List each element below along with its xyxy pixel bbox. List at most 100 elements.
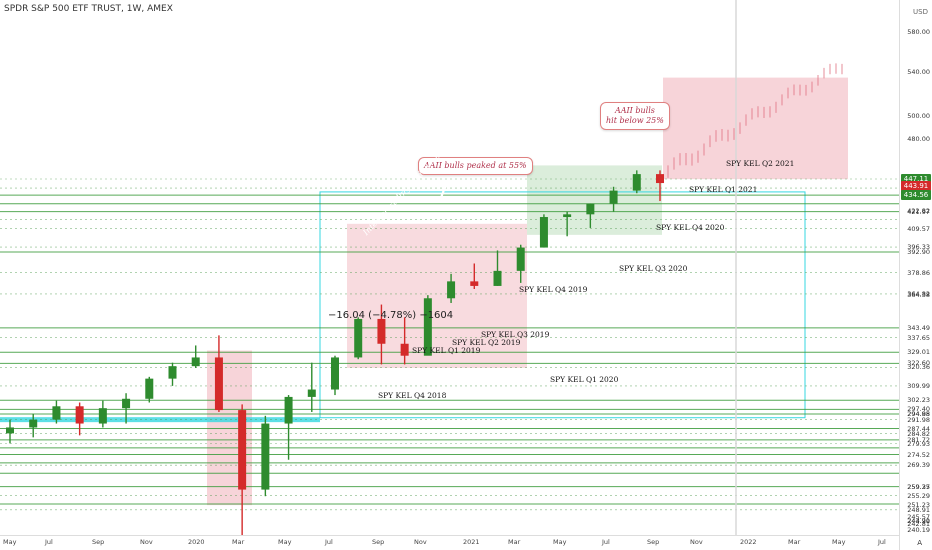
candle-body [214,357,223,411]
price-tick-label: 243.90 [907,517,930,526]
candle-body [493,270,502,286]
price-tick-label: 291.98 [907,415,930,424]
time-tick-label: Sep [372,538,385,546]
candle-body [447,281,456,299]
price-tick-label: 294.95 [907,409,930,418]
candle-body [354,318,363,358]
level-label-q1-2021: SPY KEL Q1 2021 [689,185,758,194]
time-tick-label: Sep [92,538,105,546]
candle-body [400,343,409,356]
price-tick-label: 244.21 [907,516,930,525]
price-tag: 443.91 [901,181,931,192]
time-axis[interactable] [0,535,932,550]
price-tick-label: 392.90 [907,248,930,256]
annotation-aaii-low[interactable]: AAII bulls hit below 25% [600,102,670,130]
time-tick-label: Jul [878,538,886,546]
price-tick-label: 480.00 [907,134,930,143]
time-tick-label: 2021 [463,538,480,546]
time-tick-label: May [278,538,292,546]
time-tick-label: 2022 [740,538,757,546]
candle-body [307,389,316,397]
time-tick-label: Mar [508,538,521,546]
chart-title: SPDR S&P 500 ETF TRUST, 1W, AMEX [4,4,173,14]
price-tick-label: 580.00 [907,28,930,36]
price-axis[interactable] [899,0,932,550]
candle-body [586,203,595,215]
price-tick-label: 364.38 [907,290,930,299]
price-tick-label: 540.00 [907,68,930,77]
candle-body [632,174,641,191]
price-tick-label: 269.39 [907,461,930,470]
candle-body [168,366,177,379]
price-tick-label: 337.65 [907,333,930,342]
price-tick-label: 279.93 [907,439,930,448]
candle-body [516,247,525,271]
price-tick-label: 259.25 [907,482,930,491]
price-tick-label: 302.23 [907,396,930,405]
level-label-q1-2020: SPY KEL Q1 2020 [550,375,619,384]
annotation-aaii-low-line2: hit below 25% [606,116,664,125]
price-tick-label: 242.81 [907,519,930,528]
price-tick-label: 259.37 [907,482,930,491]
price-tick-label: 378.86 [907,268,930,277]
price-tick-label: 284.82 [907,429,930,438]
price-tick-label: 281.72 [907,435,930,444]
price-tick-label: 322.60 [907,359,930,368]
time-tick-label: Mar [232,538,245,546]
price-tick-label: 422.82 [907,206,930,215]
candle-body [377,318,386,344]
level-label-q4-2020: SPY KEL Q4 2020 [656,223,725,232]
price-tick-label: 320.36 [907,363,930,372]
price-tick-label: 245.57 [907,513,930,522]
candle-body [331,357,339,390]
time-tick-label: May [553,538,567,546]
level-label-q4-2019: SPY KEL Q4 2019 [519,285,588,294]
candle-body [261,423,270,490]
candle-body [29,419,38,428]
time-tick-label: Nov [140,538,153,546]
candle-body [52,406,61,420]
level-label-q4-2018: SPY KEL Q4 2018 [378,391,447,400]
price-tick-label: 297.40 [907,405,930,414]
price-tick-label: 364.82 [907,289,930,298]
annotation-aaii-peak[interactable]: AAII bulls peaked at 55% [418,157,533,175]
measure-readout: −16.04 (−4.78%) −1604 [328,310,454,321]
candle-body [284,396,293,424]
time-tick-label: Nov [414,538,427,546]
level-label-q2-2021: SPY KEL Q2 2021 [726,159,795,168]
candle-body [238,410,247,490]
price-tick-label: 421.97 [907,207,930,216]
auto-scale-toggle[interactable]: A [917,539,922,547]
candle-body [656,174,664,184]
price-tick-label: 396.33 [907,243,930,252]
currency-label: USD [913,8,928,16]
candle-body [98,408,107,424]
price-tag: 434.56 [901,190,931,201]
time-tick-label: Sep [647,538,660,546]
time-tick-label: Mar [788,538,801,546]
candle-body [423,298,432,356]
time-tick-label: Jul [602,538,610,546]
time-tick-label: May [3,538,17,546]
price-tick-label: 240.19 [907,526,930,534]
candle-body [539,217,548,248]
level-label-q3-2020: SPY KEL Q3 2020 [619,264,688,273]
level-label-q3-2019: SPY KEL Q3 2019 [481,330,550,339]
price-tick-label: 248.91 [907,505,930,514]
price-tick-label: 294.88 [907,410,930,419]
price-tick-label: 409.57 [907,224,930,233]
projection-zone [663,77,848,180]
candle-body [191,357,200,367]
candle-body [563,214,572,218]
price-tick-label: 251.23 [907,500,930,509]
price-tick-label: 309.99 [907,381,930,390]
price-tick-label: 274.52 [907,450,930,459]
price-tick-label: 255.29 [907,491,930,500]
time-tick-label: Nov [690,538,703,546]
price-tick-label: 329.01 [907,348,930,357]
level-label-q1-2019: SPY KEL Q1 2019 [412,346,481,355]
candle-body [145,378,154,399]
candle-body [609,190,618,204]
cyan-box [319,191,806,419]
